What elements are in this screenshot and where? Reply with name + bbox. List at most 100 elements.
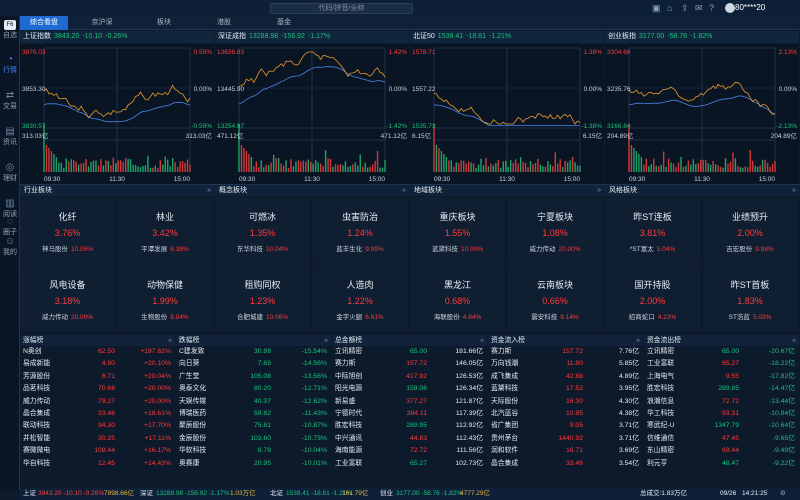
section-concept[interactable]: 概念板块» xyxy=(215,184,410,196)
sidebar-item-trade[interactable]: ⇄ 交易 xyxy=(0,90,20,111)
tab-overview[interactable]: 综合看盘 xyxy=(20,16,68,30)
table-row[interactable]: 天际股份 16.30 4.30亿 xyxy=(488,396,643,408)
table-row[interactable]: 省广集团 9.05 3.71亿 xyxy=(488,420,643,432)
intraday-chart[interactable]: 3876.03 3853.30 3830.57 0.59% 0.00% -0.59% 313… xyxy=(20,44,214,184)
table-row[interactable]: 中兴通讯 44.83 112.43亿 xyxy=(332,433,487,445)
table-row[interactable]: N奥创 62.50 +197.62% xyxy=(20,346,175,358)
table-row[interactable]: 华软科技 8.78 -10.04% xyxy=(176,445,331,457)
table-row[interactable]: 品茗科技 70.68 +20.00% xyxy=(20,383,175,395)
ranking-title[interactable]: 涨幅榜» xyxy=(20,335,175,346)
table-row[interactable]: 新易盛 377.27 121.87亿 xyxy=(332,396,487,408)
sector-cell[interactable]: 重庆板块 1.55% 蓝黛科技 10.00% xyxy=(410,197,505,263)
square-icon[interactable]: ▣ xyxy=(652,3,661,13)
table-row[interactable]: 赛力斯 157.72 146.05亿 xyxy=(332,358,487,370)
tab-jhs[interactable]: 京沪深 xyxy=(91,19,113,26)
table-row[interactable]: 广生堂 105.08 -13.56% xyxy=(176,371,331,383)
sidebar-item-watchlist[interactable]: F6 自选 xyxy=(3,20,17,39)
sidebar-item-news[interactable]: ▤ 资讯 xyxy=(0,126,20,147)
table-row[interactable]: C建发致 30.88 -15.54% xyxy=(176,346,331,358)
table-row[interactable]: 阳光电源 159.06 126.34亿 xyxy=(332,383,487,395)
table-row[interactable]: 信维通信 47.45 -9.65亿 xyxy=(644,433,799,445)
table-row[interactable]: 天娱传媒 40.37 -12.62% xyxy=(176,396,331,408)
table-row[interactable]: 中际旭创 417.92 126.53亿 xyxy=(332,371,487,383)
sidebar-item-read[interactable]: ▥ 阅读 xyxy=(0,198,20,219)
mail-icon[interactable]: ✉ xyxy=(695,3,703,13)
ranking-title[interactable]: 资金流出榜» xyxy=(644,335,799,346)
table-row[interactable]: 华自科技 12.45 +14.43% xyxy=(20,458,175,470)
table-row[interactable]: 华工科技 93.31 -10.84亿 xyxy=(644,408,799,420)
table-row[interactable]: 东山精密 69.44 -9.49亿 xyxy=(644,445,799,457)
sector-cell[interactable]: 林业 3.42% 平潭发展 6.38% xyxy=(117,197,213,263)
table-row[interactable]: 海南能源 72.72 111.56亿 xyxy=(332,445,487,457)
avatar[interactable] xyxy=(725,3,735,13)
ranking-title[interactable]: 资金流入榜» xyxy=(488,335,643,346)
table-row[interactable]: 晶合集成 33.46 3.54亿 xyxy=(488,458,643,470)
ranking-title[interactable]: 总金额榜» xyxy=(332,335,487,346)
sidebar-item-mine[interactable]: ☺ 我的 xyxy=(0,236,20,257)
table-row[interactable]: 芳源股份 6.71 +20.04% xyxy=(20,371,175,383)
table-row[interactable]: 利元亨 48.47 -9.22亿 xyxy=(644,458,799,470)
home-icon[interactable]: ⌂ xyxy=(667,3,673,13)
sector-cell[interactable]: 风电设备 3.18% 威力传动 20.00% xyxy=(20,265,115,331)
table-row[interactable]: 胜宏科技 289.95 -14.47亿 xyxy=(644,383,799,395)
table-row[interactable]: 寒武纪-U 1347.79 -10.64亿 xyxy=(644,420,799,432)
sector-cell[interactable]: 人造肉 1.22% 金字火腿 6.61% xyxy=(312,265,408,331)
table-row[interactable]: 宁德时代 384.11 117.39亿 xyxy=(332,408,487,420)
user-name[interactable]: 80****20 xyxy=(735,3,766,12)
index-header[interactable]: 北证50 1538.41 -18.81 -1.21% xyxy=(410,31,604,43)
table-row[interactable]: 润和软件 16.71 3.69亿 xyxy=(488,445,643,457)
intraday-chart[interactable]: 3304.68 3235.76 3166.84 2.13% 0.00% -2.13% 204… xyxy=(605,44,799,184)
table-row[interactable]: 聚辰股份 75.81 -10.87% xyxy=(176,420,331,432)
table-row[interactable]: 万向钱潮 11.80 5.85亿 xyxy=(488,358,643,370)
sector-cell[interactable]: 宁夏板块 1.08% 威力传动 20.00% xyxy=(507,197,603,263)
table-row[interactable]: 浪潮信息 72.72 -13.44亿 xyxy=(644,396,799,408)
table-row[interactable]: 赛力斯 157.72 7.76亿 xyxy=(488,346,643,358)
table-row[interactable]: 成飞集成 42.88 4.89亿 xyxy=(488,371,643,383)
sector-cell[interactable]: 虫害防治 1.24% 蓝丰生化 9.99% xyxy=(312,197,408,263)
sector-cell[interactable]: 业绩预升 2.00% 吉宏股份 9.98% xyxy=(702,197,798,263)
table-row[interactable]: 威力传动 79.27 +20.00% xyxy=(20,396,175,408)
table-row[interactable]: 北汽蓝谷 10.85 4.38亿 xyxy=(488,408,643,420)
table-row[interactable]: 奥泰文化 80.20 -12.71% xyxy=(176,383,331,395)
table-row[interactable]: 立讯精密 65.00 -20.67亿 xyxy=(644,346,799,358)
table-row[interactable]: 奥赛康 20.95 -10.01% xyxy=(176,458,331,470)
sector-cell[interactable]: 国开持股 2.00% 招商蛇口 4.23% xyxy=(605,265,700,331)
table-row[interactable]: 立讯精密 65.00 181.66亿 xyxy=(332,346,487,358)
sector-cell[interactable]: 可燃冰 1.35% 东华科技 10.04% xyxy=(215,197,310,263)
ranking-title[interactable]: 跌幅榜» xyxy=(176,335,331,346)
table-row[interactable]: 上海电气 9.55 -17.82亿 xyxy=(644,371,799,383)
table-row[interactable]: 胜宏科技 289.95 112.92亿 xyxy=(332,420,487,432)
index-header[interactable]: 创业板指 3177.00 -58.76 -1.82% xyxy=(605,31,799,43)
search-input[interactable]: 代码/拼音/全称 xyxy=(270,3,413,14)
sector-cell[interactable]: 化纤 3.76% 神马股份 10.05% xyxy=(20,197,115,263)
sector-cell[interactable]: 云南板块 0.66% 震安科技 9.14% xyxy=(507,265,603,331)
index-header[interactable]: 上证指数 3843.20 -10.10 -0.26% xyxy=(20,31,214,43)
table-row[interactable]: 联动科技 94.30 +17.70% xyxy=(20,420,175,432)
section-region[interactable]: 地域板块» xyxy=(410,184,605,196)
table-row[interactable]: 工业富联 65.27 102.73亿 xyxy=(332,458,487,470)
table-row[interactable]: 井松智能 30.25 +17.11% xyxy=(20,433,175,445)
table-row[interactable]: 易成新能 4.90 +20.10% xyxy=(20,358,175,370)
table-row[interactable]: 博瑞医药 58.82 -11.43% xyxy=(176,408,331,420)
help-icon[interactable]: ? xyxy=(709,3,715,13)
table-row[interactable]: 金辰股份 103.60 -10.73% xyxy=(176,433,331,445)
table-row[interactable]: 赛微微电 109.44 +16.17% xyxy=(20,445,175,457)
table-row[interactable]: 贵州茅台 1440.92 3.71亿 xyxy=(488,433,643,445)
index-header[interactable]: 深证成指 13288.98 -156.92 -1.17% xyxy=(215,31,409,43)
settings-icon[interactable]: ⚙ xyxy=(780,490,786,497)
table-row[interactable]: 工业富联 65.27 -18.22亿 xyxy=(644,358,799,370)
table-row[interactable]: 晶合集成 33.46 +18.61% xyxy=(20,408,175,420)
sector-cell[interactable]: 昨ST连板 3.81% *ST富太 5.04% xyxy=(605,197,700,263)
tab-hk[interactable]: 港股 xyxy=(217,19,231,26)
tab-fund[interactable]: 基金 xyxy=(277,19,291,26)
sidebar-item-wealth[interactable]: ◎ 理财 xyxy=(0,162,20,183)
tab-sector[interactable]: 板块 xyxy=(157,19,171,26)
table-row[interactable]: 蓝黛科技 17.52 3.95亿 xyxy=(488,383,643,395)
sidebar-item-circle[interactable]: ◌ 圈子 xyxy=(0,216,20,237)
sector-cell[interactable]: 黑龙江 0.68% 海联股份 4.84% xyxy=(410,265,505,331)
sidebar-item-market[interactable]: ◔ 行情 xyxy=(0,54,20,75)
section-style[interactable]: 风格板块» xyxy=(605,184,800,196)
section-industry[interactable]: 行业板块» xyxy=(20,184,215,196)
upload-icon[interactable]: ⇪ xyxy=(681,3,689,13)
intraday-chart[interactable]: 1578.71 1557.22 1535.73 1.38% 0.00% -1.38% 6.1… xyxy=(410,44,604,184)
